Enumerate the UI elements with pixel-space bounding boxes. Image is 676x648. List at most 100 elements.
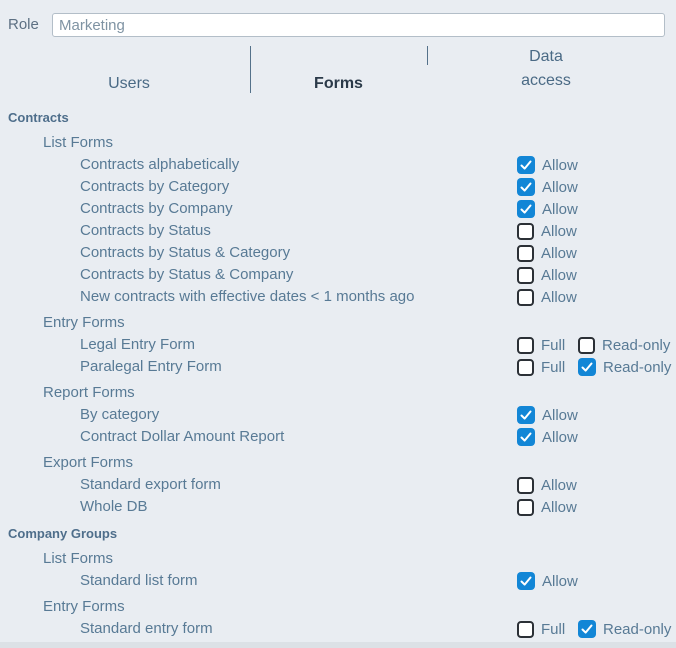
allow-checkbox[interactable] <box>517 178 535 196</box>
tab-data-access[interactable]: Data access <box>427 46 665 94</box>
checkbox-label: Read-only <box>603 620 672 638</box>
checkbox-label: Allow <box>541 498 577 516</box>
section-header: Company Groups <box>8 526 118 541</box>
tab-data-access-label: Data access <box>521 48 571 89</box>
group-header: Entry Forms <box>43 598 125 615</box>
checkmark-icon <box>520 204 532 214</box>
permission-row: Contracts by Company Allow <box>0 198 676 220</box>
permission-control: Full <box>517 334 565 356</box>
read-only-checkbox[interactable] <box>578 358 596 376</box>
tab-divider-right <box>427 46 428 65</box>
permission-row: Contracts by Status & Company Allow <box>0 264 676 286</box>
allow-checkbox[interactable] <box>517 266 534 284</box>
permissions-list: Contracts List Forms Contracts alphabetica… <box>0 107 676 640</box>
permission-label: Standard entry form <box>80 620 213 637</box>
tab-forms-label: Forms <box>314 75 363 92</box>
checkbox-label: Read-only <box>602 336 671 354</box>
permission-label: Paralegal Entry Form <box>80 358 222 375</box>
group-header: Entry Forms <box>43 314 125 331</box>
tab-users[interactable]: Users <box>8 46 250 94</box>
permission-label: Contracts by Status & Category <box>80 244 291 261</box>
checkbox-label: Allow <box>542 200 578 218</box>
permission-label: Contracts by Company <box>80 200 233 217</box>
allow-checkbox[interactable] <box>517 288 534 306</box>
permission-control: Allow <box>517 264 577 286</box>
checkbox-label: Allow <box>542 428 578 446</box>
permission-control: Full <box>517 618 565 640</box>
permission-label: Legal Entry Form <box>80 336 196 353</box>
permission-control: Allow <box>517 474 577 496</box>
permission-control: Allow <box>517 176 578 198</box>
permission-row: Contracts alphabetically Allow <box>0 154 676 176</box>
allow-checkbox[interactable] <box>517 200 535 218</box>
checkbox-label: Allow <box>541 266 577 284</box>
role-input[interactable] <box>52 13 665 37</box>
role-label: Role <box>8 16 39 33</box>
tab-bar: Users Forms Data access <box>0 46 676 94</box>
permission-label: Contracts by Status & Company <box>80 266 294 283</box>
checkmark-icon <box>520 432 532 442</box>
allow-checkbox[interactable] <box>517 244 534 262</box>
permission-control: Allow <box>517 242 577 264</box>
tab-divider-left <box>250 46 251 93</box>
checkbox-label: Full <box>541 336 566 354</box>
allow-checkbox[interactable] <box>517 222 534 240</box>
allow-checkbox[interactable] <box>517 498 534 516</box>
read-only-checkbox[interactable] <box>578 620 596 638</box>
permission-control: Allow <box>517 220 577 242</box>
group-header: Report Forms <box>43 384 135 401</box>
allow-checkbox[interactable] <box>517 156 535 174</box>
permission-control: Read-only <box>578 618 671 640</box>
checkbox-label: Read-only <box>603 358 672 376</box>
group-header: Export Forms <box>43 454 134 471</box>
full-checkbox[interactable] <box>517 620 534 638</box>
checkbox-label: Allow <box>542 572 578 590</box>
permission-row: Standard list form Allow <box>0 570 676 592</box>
permission-row: Whole DB Allow <box>0 496 676 518</box>
permission-label: By category <box>80 406 160 423</box>
checkbox-label: Allow <box>542 178 578 196</box>
permission-row: Contracts by Status Allow <box>0 220 676 242</box>
checkbox-label: Allow <box>541 288 577 306</box>
permission-row: Legal Entry Form Full Read-only <box>0 334 676 356</box>
allow-checkbox[interactable] <box>517 428 535 446</box>
permission-control: Allow <box>517 426 578 448</box>
permission-label: Standard list form <box>80 572 198 589</box>
checkmark-icon <box>581 624 593 634</box>
allow-checkbox[interactable] <box>517 406 535 424</box>
permission-label: Contracts by Status <box>80 222 211 239</box>
permission-row: Contracts by Category Allow <box>0 176 676 198</box>
checkmark-icon <box>520 576 532 586</box>
bottom-edge <box>0 642 676 648</box>
permission-label: Contracts by Category <box>80 178 230 195</box>
checkbox-label: Full <box>541 358 566 376</box>
permission-control: Allow <box>517 286 577 308</box>
permission-control: Allow <box>517 570 578 592</box>
checkbox-label: Allow <box>542 406 578 424</box>
permission-control: Allow <box>517 404 578 426</box>
checkbox-label: Allow <box>541 476 577 494</box>
permission-row: Contract Dollar Amount Report Allow <box>0 426 676 448</box>
permission-control: Read-only <box>578 334 670 356</box>
permission-control: Read-only <box>578 356 671 378</box>
read-only-checkbox[interactable] <box>578 336 595 354</box>
checkmark-icon <box>520 160 532 170</box>
checkmark-icon <box>520 410 532 420</box>
permission-row: Standard export form Allow <box>0 474 676 496</box>
allow-checkbox[interactable] <box>517 572 535 590</box>
checkmark-icon <box>581 362 593 372</box>
permission-label: Standard export form <box>80 476 221 493</box>
permission-label: Whole DB <box>80 498 148 515</box>
permission-control: Allow <box>517 198 578 220</box>
permission-control: Full <box>517 356 565 378</box>
allow-checkbox[interactable] <box>517 476 534 494</box>
full-checkbox[interactable] <box>517 336 534 354</box>
full-checkbox[interactable] <box>517 358 534 376</box>
tab-users-label: Users <box>108 75 150 92</box>
permission-row: New contracts with effective dates < 1 m… <box>0 286 676 308</box>
permission-label: New contracts with effective dates < 1 m… <box>80 288 415 305</box>
permission-label: Contracts alphabetically <box>80 156 240 173</box>
tab-forms[interactable]: Forms <box>250 46 427 94</box>
checkbox-label: Allow <box>541 222 577 240</box>
permission-control: Allow <box>517 154 578 176</box>
